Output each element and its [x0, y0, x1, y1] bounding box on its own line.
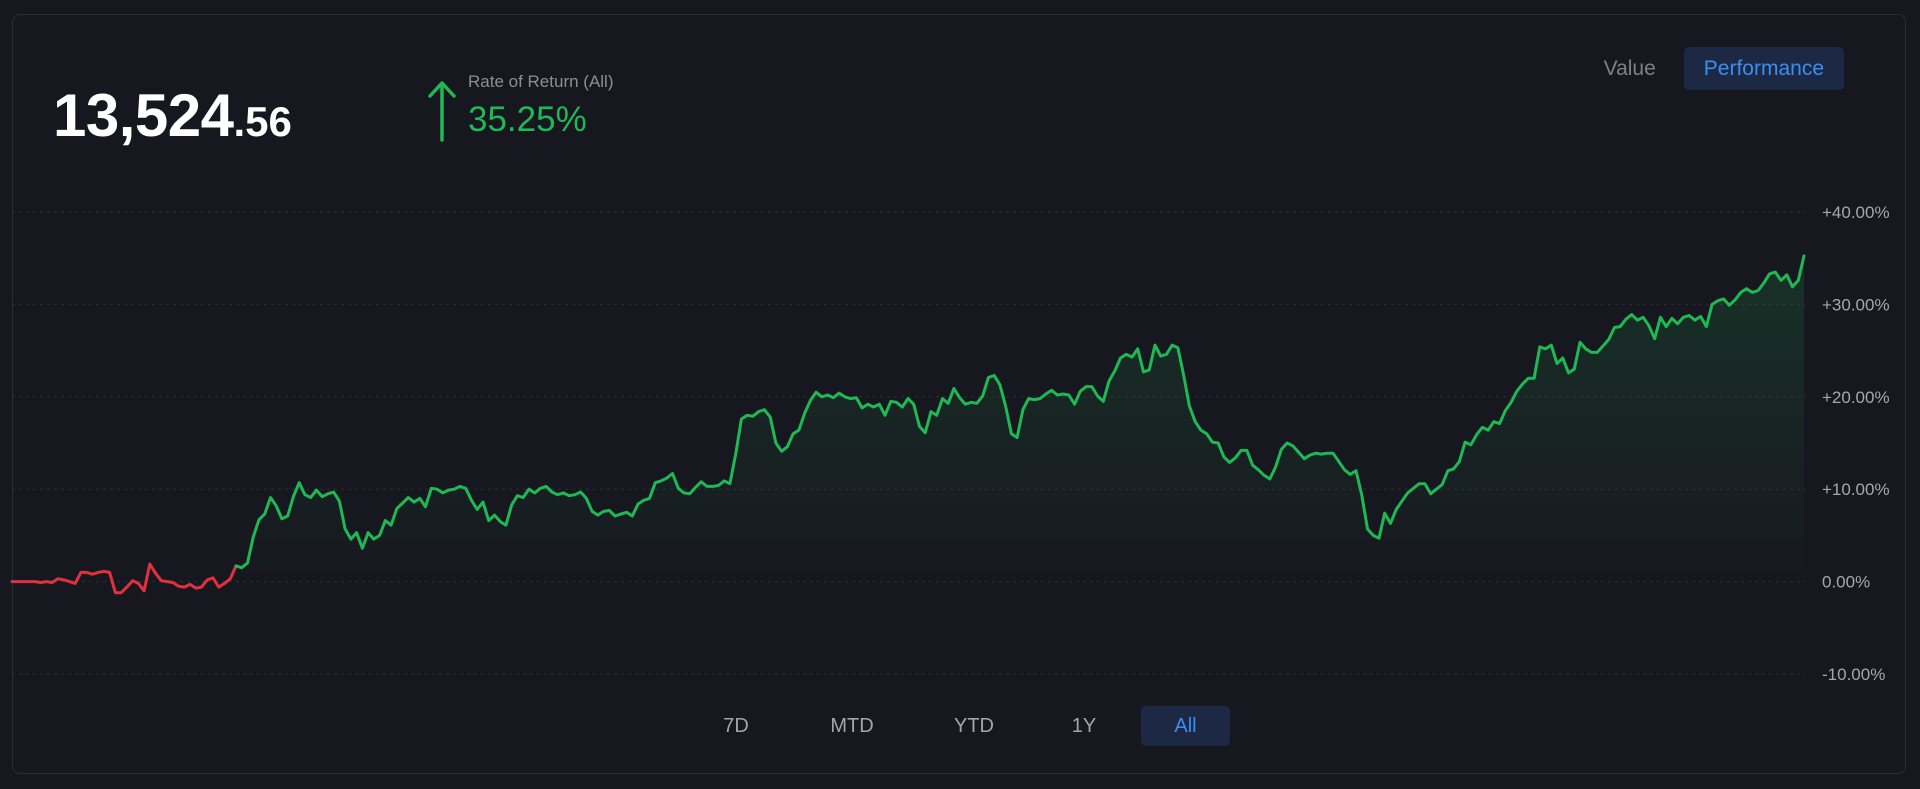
- balance-decimal: .56: [233, 98, 292, 145]
- y-tick-label: +30.00%: [1822, 295, 1890, 314]
- range-button-1y[interactable]: 1Y: [1071, 714, 1097, 737]
- portfolio-balance: 13,524.56: [53, 86, 292, 146]
- y-tick-label: +40.00%: [1822, 203, 1890, 222]
- y-tick-label: -10.00%: [1822, 665, 1885, 684]
- rate-of-return: Rate of Return (All) 35.25%: [428, 70, 614, 142]
- rate-of-return-value: 35.25%: [468, 100, 587, 139]
- y-axis-ticks: +40.00% +30.00% +20.00% +10.00% 0.00% -10.00%: [1822, 203, 1890, 684]
- chart-line-positive: [234, 254, 1806, 570]
- y-tick-label: +10.00%: [1822, 480, 1890, 499]
- arrow-up-icon: [428, 81, 456, 142]
- y-tick-label: +20.00%: [1822, 388, 1890, 407]
- range-button-mtd[interactable]: MTD: [830, 714, 874, 737]
- balance-integer: 13,524: [53, 82, 234, 149]
- range-button-ytd[interactable]: YTD: [954, 714, 994, 737]
- y-tick-label: 0.00%: [1822, 573, 1870, 592]
- chart-line-negative: [10, 562, 238, 595]
- range-button-all[interactable]: All: [1141, 706, 1230, 746]
- time-range-selector: 7D MTD YTD 1Y All: [0, 706, 1920, 746]
- view-toggle: Value Performance: [1584, 47, 1844, 90]
- value-view-button[interactable]: Value: [1603, 56, 1656, 80]
- chart-area-fill: [236, 255, 1804, 582]
- performance-view-button[interactable]: Performance: [1683, 47, 1844, 90]
- range-button-7d[interactable]: 7D: [723, 714, 749, 737]
- rate-of-return-label: Rate of Return (All): [468, 72, 614, 91]
